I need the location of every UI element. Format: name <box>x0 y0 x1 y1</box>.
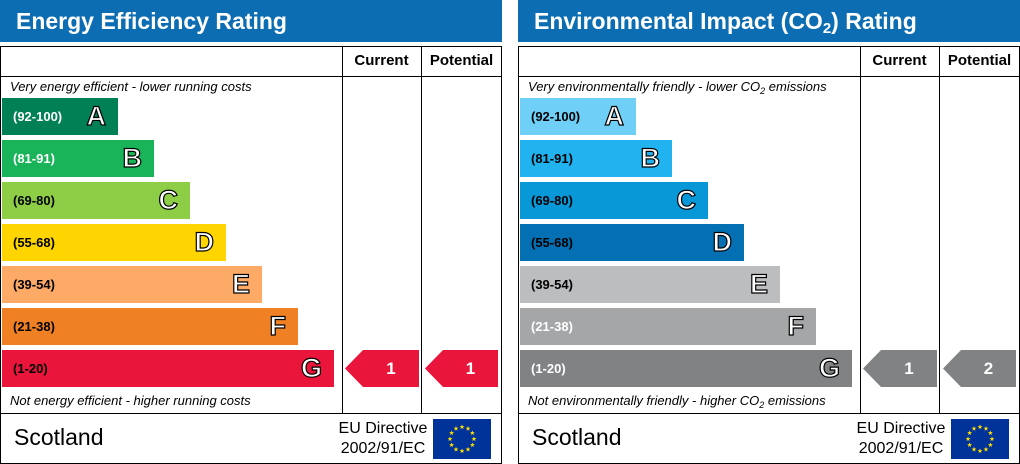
band-range-label: (21-38) <box>531 319 573 334</box>
band-range-label: (21-38) <box>13 319 55 334</box>
eu-directive: EU Directive 2002/91/EC <box>841 419 961 459</box>
eu-directive: EU Directive 2002/91/EC <box>323 419 443 459</box>
rating-band-b: (81-91) B <box>520 140 672 177</box>
current-column-header: Current <box>872 52 927 69</box>
column-divider <box>860 46 861 414</box>
band-range-label: (55-68) <box>531 235 573 250</box>
band-letter: A <box>604 100 625 131</box>
bottom-note: Not environmentally friendly - higher CO… <box>528 393 826 410</box>
column-divider <box>342 46 343 414</box>
band-letter: G <box>818 352 840 383</box>
rating-band-f: (21-38) F <box>520 308 816 345</box>
arrow-shape <box>943 350 1016 387</box>
potential-rating-arrow: 1 <box>425 350 498 387</box>
band-letter: A <box>86 100 107 131</box>
rating-band-g: (1-20) G <box>2 350 334 387</box>
current-rating-arrow: 1 <box>345 350 419 387</box>
directive-line1: EU Directive <box>856 420 946 437</box>
band-range-label: (81-91) <box>531 151 573 166</box>
header-divider <box>0 76 502 77</box>
rating-value: 2 <box>983 359 994 378</box>
arrow-shape <box>345 350 419 387</box>
rating-band-f: (21-38) F <box>2 308 298 345</box>
rating-value: 1 <box>386 359 396 378</box>
band-range-label: (92-100) <box>13 109 63 124</box>
country-label: Scotland <box>14 424 104 450</box>
rating-band-g: (1-20) G <box>520 350 852 387</box>
directive-line2: 2002/91/EC <box>340 440 426 457</box>
band-range-label: (1-20) <box>531 361 566 376</box>
current-column-header: Current <box>354 52 409 69</box>
country-label: Scotland <box>532 424 622 450</box>
rating-value: 1 <box>465 359 476 378</box>
rating-band-b: (81-91) B <box>2 140 154 177</box>
rating-band-a: (92-100) A <box>2 98 118 135</box>
panel-title: Energy Efficiency Rating <box>0 0 502 42</box>
eu-flag-icon <box>951 419 1009 459</box>
potential-column-header: Potential <box>947 52 1012 69</box>
band-letter: F <box>787 310 805 341</box>
panel-title: Environmental Impact (CO2) Rating <box>518 0 1020 42</box>
arrow-shape <box>425 350 498 387</box>
band-letter: G <box>300 352 322 383</box>
current-rating-arrow: 1 <box>863 350 937 387</box>
band-letter: B <box>122 142 143 173</box>
band-letter: D <box>194 226 215 257</box>
directive-line2: 2002/91/EC <box>858 440 944 457</box>
rating-band-d: (55-68) D <box>2 224 226 261</box>
band-range-label: (81-91) <box>13 151 55 166</box>
band-letter: D <box>712 226 733 257</box>
energy-efficiency-panel: Energy Efficiency Rating Current Potenti… <box>0 0 502 464</box>
band-letter: E <box>749 268 768 299</box>
band-letter: E <box>231 268 250 299</box>
band-range-label: (39-54) <box>13 277 55 292</box>
environmental-impact-panel: Environmental Impact (CO2) Rating Curren… <box>518 0 1020 464</box>
band-letter: C <box>676 184 697 215</box>
band-range-label: (55-68) <box>13 235 55 250</box>
potential-column-header: Potential <box>429 52 494 69</box>
column-divider <box>421 46 422 414</box>
rating-band-a: (92-100) A <box>520 98 636 135</box>
footer-divider <box>0 413 502 414</box>
rating-value: 1 <box>904 359 914 378</box>
header-divider <box>518 76 1020 77</box>
rating-band-e: (39-54) E <box>520 266 780 303</box>
band-range-label: (69-80) <box>13 193 55 208</box>
eu-flag-icon <box>433 419 491 459</box>
top-note: Very energy efficient - lower running co… <box>10 79 252 94</box>
band-range-label: (1-20) <box>13 361 48 376</box>
arrow-shape <box>863 350 937 387</box>
footer-divider <box>518 413 1020 414</box>
rating-band-c: (69-80) C <box>2 182 190 219</box>
band-letter: C <box>158 184 179 215</box>
band-range-label: (92-100) <box>531 109 581 124</box>
potential-rating-arrow: 2 <box>943 350 1016 387</box>
rating-band-c: (69-80) C <box>520 182 708 219</box>
band-range-label: (39-54) <box>531 277 573 292</box>
band-letter: F <box>269 310 287 341</box>
band-letter: B <box>640 142 661 173</box>
rating-band-d: (55-68) D <box>520 224 744 261</box>
bottom-note: Not energy efficient - higher running co… <box>10 393 251 408</box>
band-range-label: (69-80) <box>531 193 573 208</box>
directive-line1: EU Directive <box>338 420 428 437</box>
column-divider <box>939 46 940 414</box>
rating-band-e: (39-54) E <box>2 266 262 303</box>
top-note: Very environmentally friendly - lower CO… <box>528 79 827 96</box>
